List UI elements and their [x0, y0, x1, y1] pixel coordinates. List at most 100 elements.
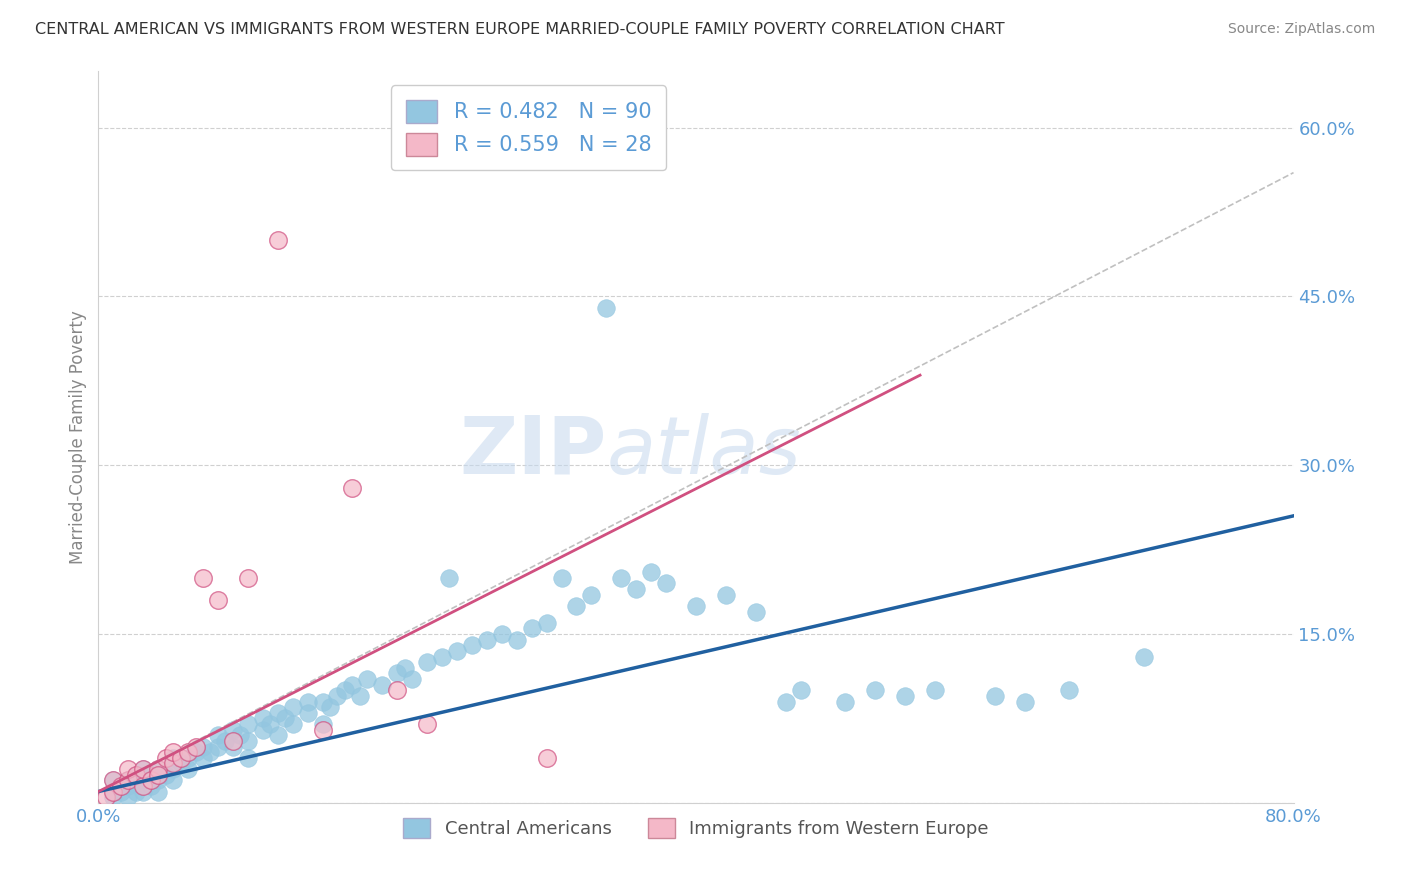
Point	[1059, 683, 1081, 698]
Point	[536, 615, 558, 630]
Point	[177, 751, 200, 765]
Point	[191, 571, 214, 585]
Point	[139, 767, 162, 781]
Y-axis label: Married-Couple Family Poverty: Married-Couple Family Poverty	[69, 310, 87, 564]
Point	[356, 672, 378, 686]
Point	[162, 751, 184, 765]
Point	[626, 582, 648, 596]
Point	[685, 599, 707, 613]
Text: ZIP: ZIP	[460, 413, 606, 491]
Point	[536, 751, 558, 765]
Point	[416, 717, 439, 731]
Point	[745, 605, 768, 619]
Point	[311, 694, 333, 708]
Point	[148, 767, 170, 781]
Point	[267, 728, 290, 742]
Point	[520, 621, 543, 635]
Point	[207, 739, 229, 754]
Point	[595, 301, 617, 315]
Point	[110, 784, 132, 798]
Point	[148, 784, 170, 798]
Point	[148, 762, 170, 776]
Point	[610, 571, 633, 585]
Point	[274, 711, 297, 725]
Point	[222, 739, 245, 754]
Point	[132, 784, 155, 798]
Point	[252, 711, 274, 725]
Point	[924, 683, 946, 698]
Point	[103, 773, 125, 788]
Point	[894, 689, 917, 703]
Point	[184, 745, 207, 759]
Point	[491, 627, 513, 641]
Point	[475, 632, 498, 647]
Point	[581, 588, 603, 602]
Point	[214, 734, 236, 748]
Point	[155, 751, 177, 765]
Point	[267, 706, 290, 720]
Point	[117, 779, 139, 793]
Point	[446, 644, 468, 658]
Point	[259, 717, 281, 731]
Point	[169, 756, 191, 771]
Point	[125, 767, 148, 781]
Point	[865, 683, 887, 698]
Point	[155, 767, 177, 781]
Point	[177, 762, 200, 776]
Point	[103, 773, 125, 788]
Point	[222, 723, 245, 737]
Point	[184, 739, 207, 754]
Point	[207, 728, 229, 742]
Point	[342, 481, 364, 495]
Point	[103, 784, 125, 798]
Point	[117, 762, 139, 776]
Point	[281, 717, 304, 731]
Point	[191, 751, 214, 765]
Point	[371, 678, 394, 692]
Point	[236, 734, 259, 748]
Point	[103, 790, 125, 805]
Point	[401, 672, 423, 686]
Point	[565, 599, 588, 613]
Point	[789, 683, 811, 698]
Point	[169, 751, 191, 765]
Text: CENTRAL AMERICAN VS IMMIGRANTS FROM WESTERN EUROPE MARRIED-COUPLE FAMILY POVERTY: CENTRAL AMERICAN VS IMMIGRANTS FROM WEST…	[35, 22, 1005, 37]
Point	[252, 723, 274, 737]
Point	[191, 739, 214, 754]
Point	[349, 689, 371, 703]
Point	[177, 745, 200, 759]
Point	[162, 756, 184, 771]
Point	[311, 723, 333, 737]
Point	[148, 773, 170, 788]
Point	[236, 571, 259, 585]
Point	[385, 683, 409, 698]
Point	[394, 661, 416, 675]
Point	[655, 576, 678, 591]
Point	[342, 678, 364, 692]
Point	[125, 767, 148, 781]
Point	[103, 784, 125, 798]
Point	[984, 689, 1007, 703]
Point	[640, 565, 662, 579]
Text: Source: ZipAtlas.com: Source: ZipAtlas.com	[1227, 22, 1375, 37]
Point	[236, 751, 259, 765]
Point	[834, 694, 856, 708]
Point	[148, 762, 170, 776]
Point	[132, 773, 155, 788]
Point	[319, 700, 342, 714]
Point	[222, 734, 245, 748]
Point	[117, 790, 139, 805]
Point	[1014, 694, 1036, 708]
Point	[117, 773, 139, 788]
Point	[385, 666, 409, 681]
Point	[132, 762, 155, 776]
Point	[416, 655, 439, 669]
Point	[326, 689, 349, 703]
Point	[94, 790, 117, 805]
Point	[297, 706, 319, 720]
Point	[297, 694, 319, 708]
Point	[461, 638, 484, 652]
Point	[117, 773, 139, 788]
Point	[110, 779, 132, 793]
Point	[775, 694, 797, 708]
